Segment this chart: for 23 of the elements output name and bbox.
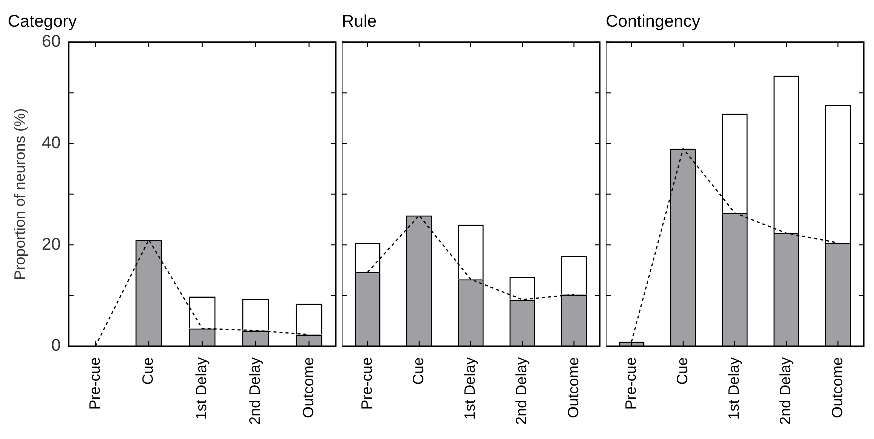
y-tick-label: 20 xyxy=(42,234,61,254)
y-tick-label: 40 xyxy=(42,133,61,152)
chart-title: Rule xyxy=(342,12,377,31)
x-tick-label: 1st Delay xyxy=(194,356,211,420)
chart-title: Contingency xyxy=(606,12,702,31)
x-tick-label: 1st Delay xyxy=(462,356,480,420)
y-tick-label: 0 xyxy=(51,336,61,356)
y-tick-label: 60 xyxy=(42,32,61,52)
x-tick-label: Pre-cue xyxy=(358,357,376,410)
x-tick-label: Pre-cue xyxy=(86,357,104,410)
x-tick-label: Outcome xyxy=(829,357,846,418)
chart-title: Category xyxy=(8,12,78,31)
x-tick-label: 2nd Delay xyxy=(514,356,531,426)
x-tick-label: 2nd Delay xyxy=(247,356,264,426)
x-tick-label: Cue xyxy=(140,357,158,385)
x-tick-label: Outcome xyxy=(565,357,582,418)
x-tick-label: Outcome xyxy=(300,357,318,418)
x-tick-label: Cue xyxy=(674,357,692,385)
x-tick-label: Pre-cue xyxy=(622,357,640,410)
x-tick-label: Cue xyxy=(410,357,428,385)
x-tick-label: 1st Delay xyxy=(726,356,744,420)
x-tick-label: 2nd Delay xyxy=(778,356,795,426)
y-axis-title: Proportion of neurons (%) xyxy=(12,108,30,280)
